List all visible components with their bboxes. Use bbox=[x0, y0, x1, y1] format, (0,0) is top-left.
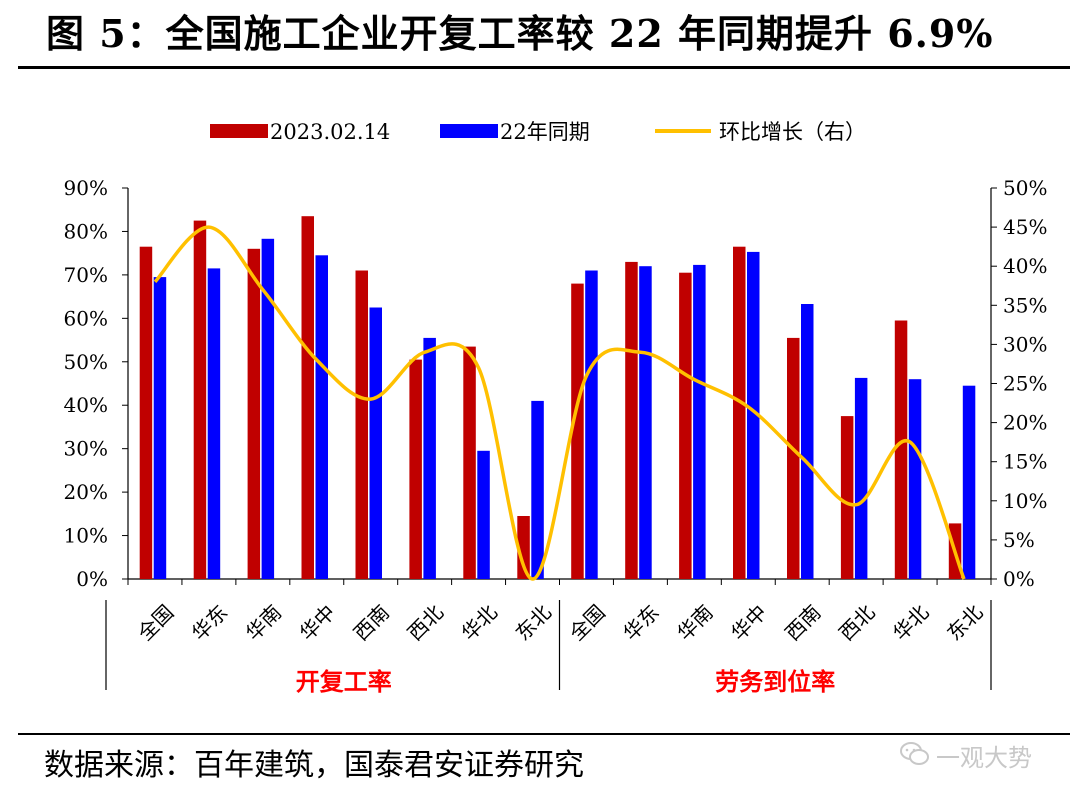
growth-line bbox=[153, 225, 966, 581]
bar-2022 bbox=[747, 251, 760, 579]
left-tick-label: 80% bbox=[64, 219, 108, 243]
watermark-text: 一观大势 bbox=[936, 744, 1032, 772]
right-tick-label: 25% bbox=[1003, 372, 1047, 396]
bar-2022 bbox=[423, 337, 436, 579]
bar-2023 bbox=[625, 261, 638, 579]
category-label: 华北 bbox=[457, 600, 502, 645]
category-label: 华北 bbox=[888, 600, 933, 645]
chart: 2023.02.14 22年同期 环比增长（右） 0% 10% 20% 30% 40% 50%… bbox=[64, 120, 1048, 696]
category-label: 华东 bbox=[618, 600, 663, 645]
footer-rule bbox=[18, 733, 1070, 735]
right-tick-label: 10% bbox=[1003, 489, 1047, 513]
category-label: 西南 bbox=[780, 600, 825, 645]
bar-2022 bbox=[693, 264, 706, 579]
bar-2022 bbox=[908, 379, 922, 579]
group-label: 开复工率 bbox=[296, 668, 392, 696]
left-tick-label: 20% bbox=[64, 480, 108, 504]
category-label: 西南 bbox=[349, 600, 394, 645]
left-tick-label: 90% bbox=[64, 176, 108, 200]
category-label: 全国 bbox=[565, 600, 610, 645]
legend-swatch bbox=[210, 124, 268, 138]
right-tick-label: 40% bbox=[1003, 254, 1047, 278]
right-tick-label: 30% bbox=[1003, 332, 1047, 356]
left-tick-label: 50% bbox=[64, 350, 108, 374]
bar-2022 bbox=[639, 266, 652, 579]
right-tick-label: 20% bbox=[1003, 411, 1047, 435]
growth-line-path bbox=[153, 225, 966, 581]
bar-2022 bbox=[153, 277, 167, 579]
legend-label: 环比增长（右） bbox=[719, 120, 866, 144]
right-tick-label: 5% bbox=[1003, 528, 1035, 552]
bar-2023 bbox=[247, 248, 261, 580]
bar-2022 bbox=[962, 385, 976, 579]
group-label: 劳务到位率 bbox=[715, 668, 835, 696]
right-tick-label: 50% bbox=[1003, 176, 1047, 200]
bar-2023 bbox=[517, 516, 530, 579]
bar-2023 bbox=[463, 346, 476, 579]
wechat-icon bbox=[900, 739, 930, 779]
bar-2023 bbox=[301, 216, 314, 579]
category-label: 华中 bbox=[726, 600, 771, 645]
left-tick-label: 40% bbox=[64, 393, 108, 417]
bar-2022 bbox=[315, 255, 328, 580]
bar-2023 bbox=[193, 220, 207, 579]
left-tick-label: 30% bbox=[64, 437, 108, 461]
bar-2023 bbox=[409, 359, 422, 579]
bar-2023 bbox=[679, 272, 692, 579]
axes: 0% 10% 20% 30% 40% 50% 60% 70% 80% 90% 0% 5% 10% 15% 2… bbox=[64, 176, 1048, 591]
bar-2022 bbox=[531, 400, 544, 579]
bar-2022 bbox=[261, 238, 275, 580]
left-tick-label: 0% bbox=[76, 567, 108, 591]
category-label: 全国 bbox=[133, 600, 178, 645]
bar-2022 bbox=[369, 307, 382, 579]
left-tick-label: 60% bbox=[64, 306, 108, 330]
category-label: 东北 bbox=[511, 600, 556, 645]
right-tick-label: 15% bbox=[1003, 450, 1047, 474]
bar-2023 bbox=[571, 283, 584, 579]
category-label: 西北 bbox=[834, 600, 879, 645]
bar-2022 bbox=[585, 270, 598, 579]
left-tick-label: 10% bbox=[64, 524, 108, 548]
category-label: 西北 bbox=[403, 600, 448, 645]
legend: 2023.02.14 22年同期 环比增长（右） bbox=[210, 120, 866, 144]
bar-2023 bbox=[787, 337, 800, 579]
category-label: 东北 bbox=[942, 600, 987, 645]
category-label: 华中 bbox=[295, 600, 340, 645]
right-tick-label: 35% bbox=[1003, 293, 1047, 317]
category-label: 华南 bbox=[672, 600, 717, 645]
left-tick-label: 70% bbox=[64, 263, 108, 287]
right-tick-label: 45% bbox=[1003, 215, 1047, 239]
watermark: 一观大势 bbox=[900, 738, 1032, 778]
bar-2022 bbox=[854, 377, 868, 579]
source-note: 数据来源：百年建筑，国泰君安证券研究 bbox=[44, 748, 584, 783]
bar-2023 bbox=[355, 270, 368, 579]
legend-swatch bbox=[440, 124, 498, 138]
legend-label: 2023.02.14 bbox=[270, 120, 390, 144]
bar-2022 bbox=[477, 450, 490, 579]
legend-label: 22年同期 bbox=[500, 120, 590, 144]
chart-title: 图 5：全国施工企业开复工率较 22 年同期提升 6.9% bbox=[46, 11, 994, 56]
title-rule bbox=[18, 66, 1070, 69]
category-label: 华东 bbox=[187, 600, 232, 645]
bars bbox=[139, 216, 976, 580]
bar-2023 bbox=[139, 246, 153, 579]
bar-2023 bbox=[733, 246, 746, 579]
category-label: 华南 bbox=[241, 600, 286, 645]
bar-2022 bbox=[207, 268, 221, 579]
bar-2023 bbox=[894, 320, 908, 579]
right-tick-label: 0% bbox=[1003, 567, 1035, 591]
bar-2022 bbox=[801, 304, 814, 579]
bar-2023 bbox=[840, 416, 854, 579]
